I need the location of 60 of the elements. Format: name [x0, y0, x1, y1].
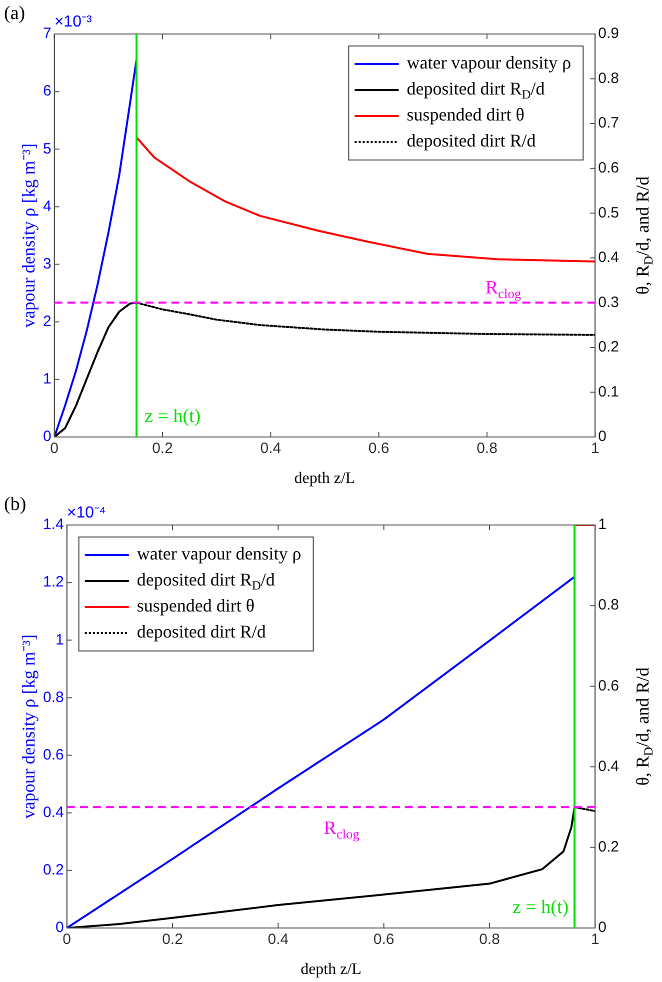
x-axis-title: depth z/L: [294, 470, 356, 488]
x-tick-label: 0.2: [152, 440, 173, 458]
ref-line-label: z = h(t): [144, 406, 201, 427]
y-tick-label: 5: [43, 140, 52, 158]
ref-line-label: z = h(t): [512, 896, 569, 918]
text: ×10⁻³: [54, 13, 92, 30]
y-tick-label: 0: [43, 428, 52, 446]
y2-tick-label: 0.8: [598, 70, 620, 87]
y-tick-label: 1.2: [42, 574, 64, 591]
y-tick-label: 1.4: [42, 516, 64, 534]
y-tick-label: 0.8: [42, 688, 64, 706]
y2-tick-label: 0.5: [598, 204, 620, 222]
y-tick-label: 1: [43, 370, 52, 388]
y2-tick-label: 0.6: [598, 159, 620, 176]
y2-tick-label: 0: [598, 428, 606, 446]
y-axis-title: vapour density ρ [kg m⁻³]: [18, 143, 39, 328]
y-axis-title: vapour density ρ [kg m⁻³]: [18, 634, 39, 819]
x-tick-label: 0.4: [268, 931, 289, 948]
y-tick-label: 0.6: [42, 746, 64, 764]
y2-tick-label: 0.2: [598, 338, 620, 356]
y-tick-label: 6: [43, 82, 52, 100]
y-tick-label: 3: [43, 255, 52, 272]
legend-label: water vapour density ρ: [136, 544, 302, 564]
x-tick-label: 0.2: [162, 931, 183, 948]
text: ×10⁻⁴: [66, 504, 106, 522]
y-tick-label: 4: [43, 198, 52, 215]
y2-tick-label: 0.3: [598, 294, 620, 311]
y2-tick-label: 0.8: [598, 596, 620, 614]
legend-label: deposited dirt R/d: [406, 130, 536, 151]
y2-axis-title: θ, RD/d, and R/d: [632, 176, 656, 295]
x-tick-label: 0.4: [260, 440, 282, 458]
y2-tick-label: 0.4: [598, 758, 620, 775]
x-axis-title: depth z/L: [300, 961, 362, 978]
x-tick-label: 0.6: [373, 931, 394, 948]
chart-title: (a): [4, 2, 26, 24]
x-tick-label: 1: [590, 931, 600, 948]
y2-tick-label: 0.2: [598, 838, 620, 856]
y2-axis-title: θ, RD/d, and R/d: [632, 667, 656, 786]
y-tick-label: 2: [43, 313, 52, 330]
y2-tick-label: 0.1: [598, 383, 620, 400]
x-tick-label: 0.8: [479, 931, 500, 948]
y-tick-label: 0.2: [42, 862, 64, 879]
y-tick-label: 7: [43, 25, 52, 42]
y2-tick-label: 0.6: [598, 677, 620, 694]
y-tick-label: 0: [56, 919, 64, 936]
legend-label: suspended dirt θ: [406, 104, 524, 125]
y2-tick-label: 0: [598, 919, 606, 936]
chart-title: (b): [4, 494, 26, 515]
y2-tick-label: 0.7: [598, 114, 620, 132]
y-tick-label: 1: [56, 631, 64, 648]
legend-label: suspended dirt θ: [136, 596, 254, 616]
y-tick-label: 0.4: [42, 804, 64, 821]
legend-label: deposited dirt R/d: [136, 622, 266, 642]
legend-label: water vapour density ρ: [406, 52, 572, 73]
y2-tick-label: 1: [598, 516, 606, 534]
y2-tick-label: 0.4: [598, 249, 620, 266]
y2-tick-label: 0.9: [598, 25, 620, 42]
x-tick-label: 1: [590, 440, 600, 458]
x-tick-label: 0.8: [476, 440, 498, 458]
x-tick-label: 0.6: [368, 440, 390, 458]
